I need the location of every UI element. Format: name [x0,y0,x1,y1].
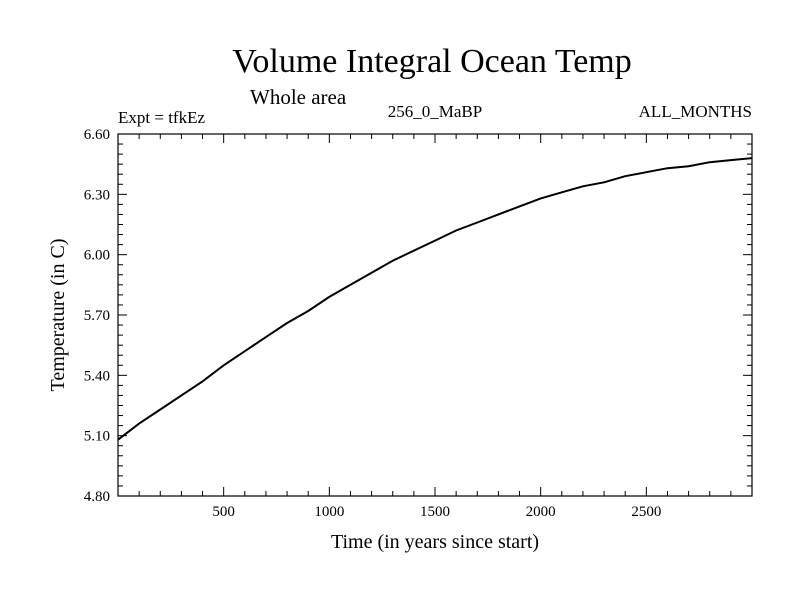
y-tick-label: 4.80 [84,489,110,505]
months-label: ALL_MONTHS [639,102,752,121]
x-tick-label: 500 [212,504,235,520]
y-tick-label: 6.60 [84,127,110,143]
x-tick-label: 1000 [314,504,344,520]
chart-subtitle: Whole area [250,85,347,109]
plot-frame [117,133,753,497]
x-tick-label: 1500 [420,504,450,520]
y-tick-label: 5.40 [84,368,110,384]
y-tick-label: 5.10 [84,429,110,445]
y-tick-label: 5.70 [84,308,110,324]
x-tick-label: 2000 [526,504,556,520]
x-axis: 500 1000 1500 2000 2500 [138,134,732,520]
chart-title: Volume Integral Ocean Temp [232,43,632,80]
x-axis-label: Time (in years since start) [331,531,539,553]
y-tick-label: 6.00 [84,248,110,264]
experiment-label: Expt = tfkEz [118,108,205,127]
y-axis-label: Temperature (in C) [47,239,69,392]
period-label: 256_0_MaBP [388,102,482,121]
y-tick-label: 6.30 [84,187,110,203]
series-line [117,157,753,441]
y-axis: 4.80 5.10 5.40 5.70 6.00 6.30 6.60 [84,127,752,505]
x-tick-label: 2500 [631,504,661,520]
